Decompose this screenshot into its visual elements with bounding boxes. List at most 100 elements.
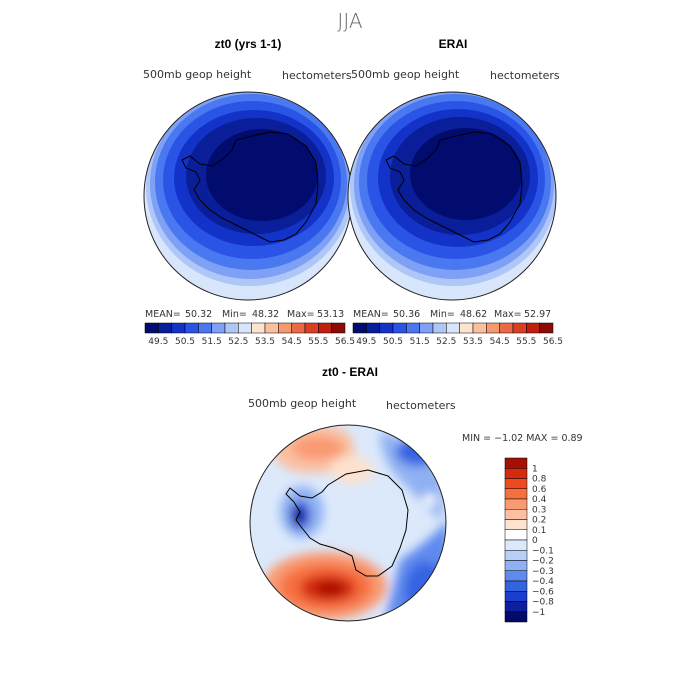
colorbar-tick-label: 50.5 <box>383 337 403 347</box>
colorbar-tick-label: 0.3 <box>532 505 546 515</box>
colorbar-tick-label: 56.5 <box>543 337 563 347</box>
colorbar-tick-label: 54.5 <box>282 337 302 347</box>
units-label: hectometers <box>282 69 352 82</box>
map-border <box>347 91 557 301</box>
colorbar-swatch <box>504 591 528 602</box>
colorbar-tick-label: 0 <box>532 536 538 546</box>
antarctica-coastline <box>285 469 409 577</box>
stats-mean-value: 50.32 <box>185 309 212 320</box>
stats-mean-label: MEAN= <box>353 309 389 320</box>
anomaly-southeast-strong-negative <box>405 562 445 618</box>
colorbar-swatch <box>486 322 500 334</box>
colorbar-swatch <box>331 322 346 334</box>
colorbar-swatch <box>238 322 252 334</box>
anomaly-east-neutral <box>424 494 436 506</box>
colorbar-swatch <box>504 478 528 489</box>
colorbar-swatch <box>504 488 528 500</box>
figure-title: JJA <box>337 9 362 33</box>
colorbar-swatch <box>526 322 540 334</box>
colorbar-tick-label: 56.5 <box>335 337 355 347</box>
polar-map <box>144 92 352 300</box>
colorbar-swatch <box>366 322 380 334</box>
units-label: hectometers <box>490 69 560 82</box>
colorbar-swatch <box>224 322 239 334</box>
colorbar-swatch <box>539 322 554 334</box>
colorbar-swatch <box>251 322 266 334</box>
stats-max-value: 53.13 <box>317 309 344 320</box>
stats-mean-value: 50.36 <box>393 309 420 320</box>
antarctica-coastline <box>385 131 523 243</box>
panel-diff: zt0 - ERAI 500mb geop height hectometers… <box>248 365 583 623</box>
colorbar-tick-label: 50.5 <box>175 337 195 347</box>
colorbar-tick-label: 52.5 <box>228 337 248 347</box>
colorbar-swatch <box>379 322 394 334</box>
colorbar-tick-label: 1 <box>532 464 538 474</box>
colorbar-tick-label: 49.5 <box>356 337 376 347</box>
colorbar-swatch <box>504 519 528 530</box>
colorbar-swatch <box>291 322 306 334</box>
colorbar-tick-label: −1 <box>532 608 545 618</box>
colorbar-tick-label: −0.8 <box>532 598 554 608</box>
colorbar-tick-label: 55.5 <box>516 337 536 347</box>
colorbar-tick-label: −0.2 <box>532 557 554 567</box>
colorbar-swatch <box>278 322 292 334</box>
colorbar: 10.80.60.40.30.20.10−0.1−0.2−0.3−0.4−0.6… <box>504 457 554 623</box>
colorbar: 49.5 50.5 51.5 52.5 53.5 54.5 55.5 56.5 <box>144 322 355 347</box>
colorbar-tick-label: 53.5 <box>255 337 275 347</box>
stats-min-max: MIN = −1.02 MAX = 0.89 <box>462 433 583 444</box>
colorbar-swatch <box>304 322 319 334</box>
panel-title: zt0 - ERAI <box>322 365 378 379</box>
colorbar-swatch <box>352 322 367 334</box>
map-core <box>410 128 522 220</box>
colorbar-tick-label: 55.5 <box>308 337 328 347</box>
colorbar-swatch <box>318 322 332 334</box>
colorbar-swatch <box>446 322 460 334</box>
stats-max-value: 52.97 <box>524 309 551 320</box>
colorbar-swatch <box>499 322 514 334</box>
anomaly-south-positive-core <box>316 582 344 596</box>
colorbar-swatch <box>504 580 528 592</box>
panel-obs: ERAI 500mb geop height hectometers MEAN=… <box>347 37 563 347</box>
colorbar-tick-label: 51.5 <box>202 337 222 347</box>
variable-label: 500mb geop height <box>248 397 357 410</box>
colorbar-swatch <box>512 322 527 334</box>
variable-label: 500mb geop height <box>351 68 460 81</box>
polar-map <box>250 425 446 621</box>
colorbar-swatch <box>459 322 474 334</box>
colorbar-tick-label: 52.5 <box>436 337 456 347</box>
colorbar-swatch <box>184 322 199 334</box>
colorbar-swatch <box>406 322 420 334</box>
colorbar-swatch <box>211 322 226 334</box>
stats-max-label: Max= <box>287 309 315 320</box>
colorbar-swatch <box>198 322 212 334</box>
anomaly-north-positive-core <box>292 436 344 460</box>
map-border <box>249 424 447 622</box>
colorbar-swatch <box>504 570 528 582</box>
colorbar-tick-label: 49.5 <box>148 337 168 347</box>
colorbar-swatch <box>171 322 186 334</box>
colorbar-swatch <box>504 498 528 510</box>
colorbar-swatch <box>504 457 528 469</box>
stats-min-label: Min= <box>222 309 247 320</box>
panel-title: ERAI <box>439 37 468 51</box>
colorbar-tick-label: −0.4 <box>532 577 554 587</box>
variable-label: 500mb geop height <box>143 68 252 81</box>
colorbar-tick-label: 0.1 <box>532 526 546 536</box>
map-core <box>206 129 318 221</box>
stats-min-value: 48.62 <box>460 309 487 320</box>
stats-min-value: 48.32 <box>252 309 279 320</box>
colorbar-tick-label: 0.4 <box>532 495 547 505</box>
colorbar: 49.5 50.5 51.5 52.5 53.5 54.5 55.5 56.5 <box>352 322 563 347</box>
polar-map <box>348 92 556 300</box>
colorbar-tick-label: 53.5 <box>463 337 483 347</box>
colorbar-swatch <box>504 468 528 479</box>
colorbar-swatch <box>392 322 407 334</box>
colorbar-swatch <box>264 322 279 334</box>
colorbar-swatch <box>432 322 447 334</box>
colorbar-tick-label: 0.8 <box>532 475 547 485</box>
colorbar-swatch <box>504 509 528 520</box>
stats-max-label: Max= <box>494 309 522 320</box>
colorbar-swatch <box>504 529 528 541</box>
colorbar-swatch <box>504 560 528 571</box>
